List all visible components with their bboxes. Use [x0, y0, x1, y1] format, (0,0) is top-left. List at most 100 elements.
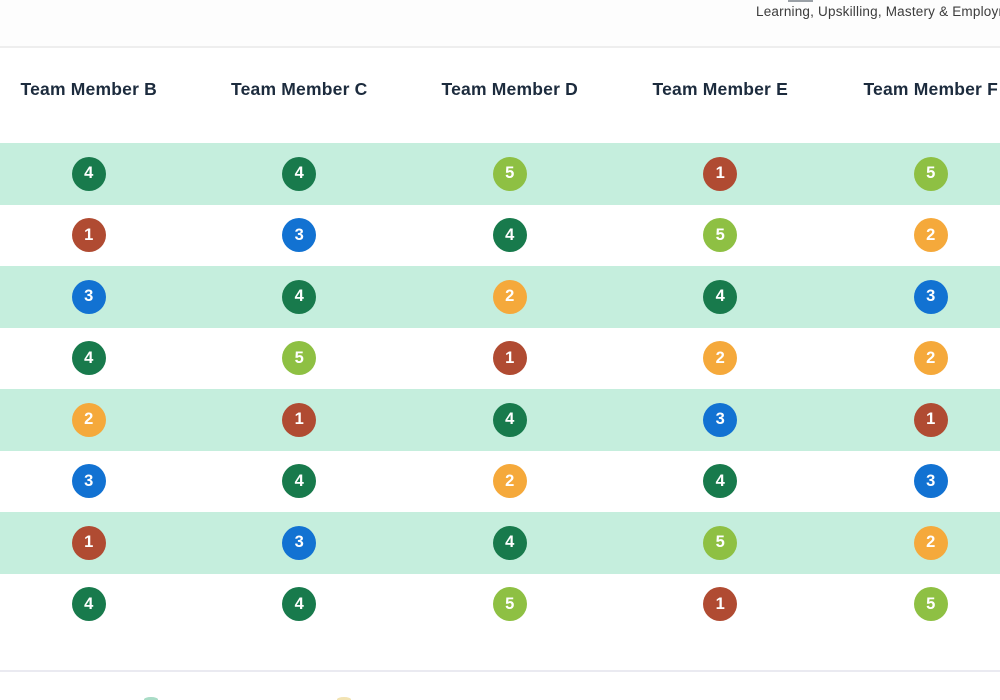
table-row: 1 3 4 5 2 [0, 512, 1000, 574]
rating-badge: 4 [71, 341, 106, 376]
rating-cell: 4 [615, 451, 826, 513]
rating-cell: 2 [405, 451, 616, 513]
rating-badge: 4 [492, 218, 527, 253]
rating-badge: 4 [282, 156, 317, 191]
rating-cell: 2 [826, 512, 1000, 574]
rating-cell: 4 [405, 512, 616, 574]
rating-badge: 2 [703, 341, 738, 376]
rating-badge: 1 [703, 587, 738, 622]
topbar: Learning, Upskilling, Mastery & Employm [0, 0, 1000, 48]
rating-badge: 2 [492, 464, 527, 499]
rating-badge: 5 [282, 341, 317, 376]
rating-cell: 2 [615, 328, 826, 390]
rating-badge: 4 [71, 156, 106, 191]
rating-cell: 1 [194, 389, 405, 451]
rating-cell: 4 [0, 574, 194, 636]
rating-badge: 2 [913, 218, 948, 253]
table-row: 4 4 5 1 5 [0, 574, 1000, 636]
rating-badge: 2 [492, 279, 527, 314]
rating-cell: 1 [0, 512, 194, 574]
rating-badge: 4 [71, 587, 106, 622]
rating-cell: 5 [826, 143, 1000, 205]
rating-cell: 1 [615, 143, 826, 205]
rating-cell: 5 [826, 574, 1000, 636]
rating-cell: 2 [0, 389, 194, 451]
rating-badge: 3 [71, 279, 106, 314]
rating-badge: 3 [282, 525, 317, 560]
table-header-row: Team Member B Team Member C Team Member … [0, 48, 1000, 130]
rating-badge: 5 [703, 218, 738, 253]
rating-cell: 4 [615, 266, 826, 328]
rating-cell: 3 [194, 205, 405, 267]
rating-cell: 3 [615, 389, 826, 451]
rating-cell: 3 [826, 451, 1000, 513]
rating-cell: 4 [194, 143, 405, 205]
rating-cell: 3 [826, 266, 1000, 328]
rating-cell: 4 [194, 574, 405, 636]
rating-badge: 5 [913, 156, 948, 191]
cut-off-element [788, 0, 813, 2]
rating-badge: 2 [913, 525, 948, 560]
table-row: 1 3 4 5 2 [0, 205, 1000, 267]
table-row: 3 4 2 4 3 [0, 451, 1000, 513]
rating-badge: 3 [282, 218, 317, 253]
column-header-team-member-d: Team Member D [441, 78, 578, 99]
rating-cell: 4 [194, 451, 405, 513]
rating-cell: 5 [405, 143, 616, 205]
rating-badge: 4 [282, 279, 317, 314]
rating-badge: 3 [913, 464, 948, 499]
rating-badge: 3 [703, 402, 738, 437]
rating-cell: 4 [405, 205, 616, 267]
rating-cell: 4 [0, 328, 194, 390]
ratings-grid: 4 4 5 1 5 1 3 4 5 2 3 4 2 4 3 4 5 1 2 2 2 1 4 3 1 3 4 2 4 3 1 3 4 5 2 4 4 5 1 5 [0, 143, 1000, 635]
table-row: 4 4 5 1 5 [0, 143, 1000, 205]
rating-cell: 2 [405, 266, 616, 328]
rating-badge: 1 [913, 402, 948, 437]
rating-cell: 1 [826, 389, 1000, 451]
rating-badge: 5 [703, 525, 738, 560]
rating-cell: 1 [615, 574, 826, 636]
rating-cell: 4 [405, 389, 616, 451]
table-row: 4 5 1 2 2 [0, 328, 1000, 390]
rating-cell: 1 [405, 328, 616, 390]
rating-badge: 4 [282, 464, 317, 499]
section-divider [0, 670, 1000, 672]
cut-off-element-teal [144, 697, 158, 700]
rating-badge: 2 [71, 402, 106, 437]
table-row: 3 4 2 4 3 [0, 266, 1000, 328]
column-header-team-member-e: Team Member E [652, 78, 789, 99]
rating-badge: 5 [913, 587, 948, 622]
rating-badge: 2 [913, 341, 948, 376]
rating-badge: 3 [913, 279, 948, 314]
column-header-team-member-b: Team Member B [20, 78, 157, 99]
app-tagline: Learning, Upskilling, Mastery & Employm [756, 4, 1000, 19]
rating-badge: 4 [492, 402, 527, 437]
rating-badge: 1 [282, 402, 317, 437]
rating-cell: 5 [615, 205, 826, 267]
rating-cell: 5 [615, 512, 826, 574]
rating-cell: 5 [194, 328, 405, 390]
cut-off-element-yellow [337, 697, 351, 700]
rating-badge: 1 [71, 525, 106, 560]
rating-cell: 5 [405, 574, 616, 636]
rating-badge: 5 [492, 587, 527, 622]
rating-cell: 3 [194, 512, 405, 574]
column-header-team-member-f: Team Member F [863, 78, 999, 99]
rating-cell: 4 [0, 143, 194, 205]
rating-cell: 1 [0, 205, 194, 267]
rating-cell: 4 [194, 266, 405, 328]
column-header-team-member-c: Team Member C [231, 78, 368, 99]
rating-cell: 3 [0, 266, 194, 328]
rating-badge: 1 [492, 341, 527, 376]
rating-badge: 1 [71, 218, 106, 253]
rating-badge: 3 [71, 464, 106, 499]
rating-cell: 2 [826, 328, 1000, 390]
rating-cell: 2 [826, 205, 1000, 267]
rating-badge: 4 [703, 464, 738, 499]
rating-badge: 1 [703, 156, 738, 191]
rating-badge: 5 [492, 156, 527, 191]
rating-badge: 4 [492, 525, 527, 560]
rating-cell: 3 [0, 451, 194, 513]
rating-badge: 4 [703, 279, 738, 314]
rating-badge: 4 [282, 587, 317, 622]
